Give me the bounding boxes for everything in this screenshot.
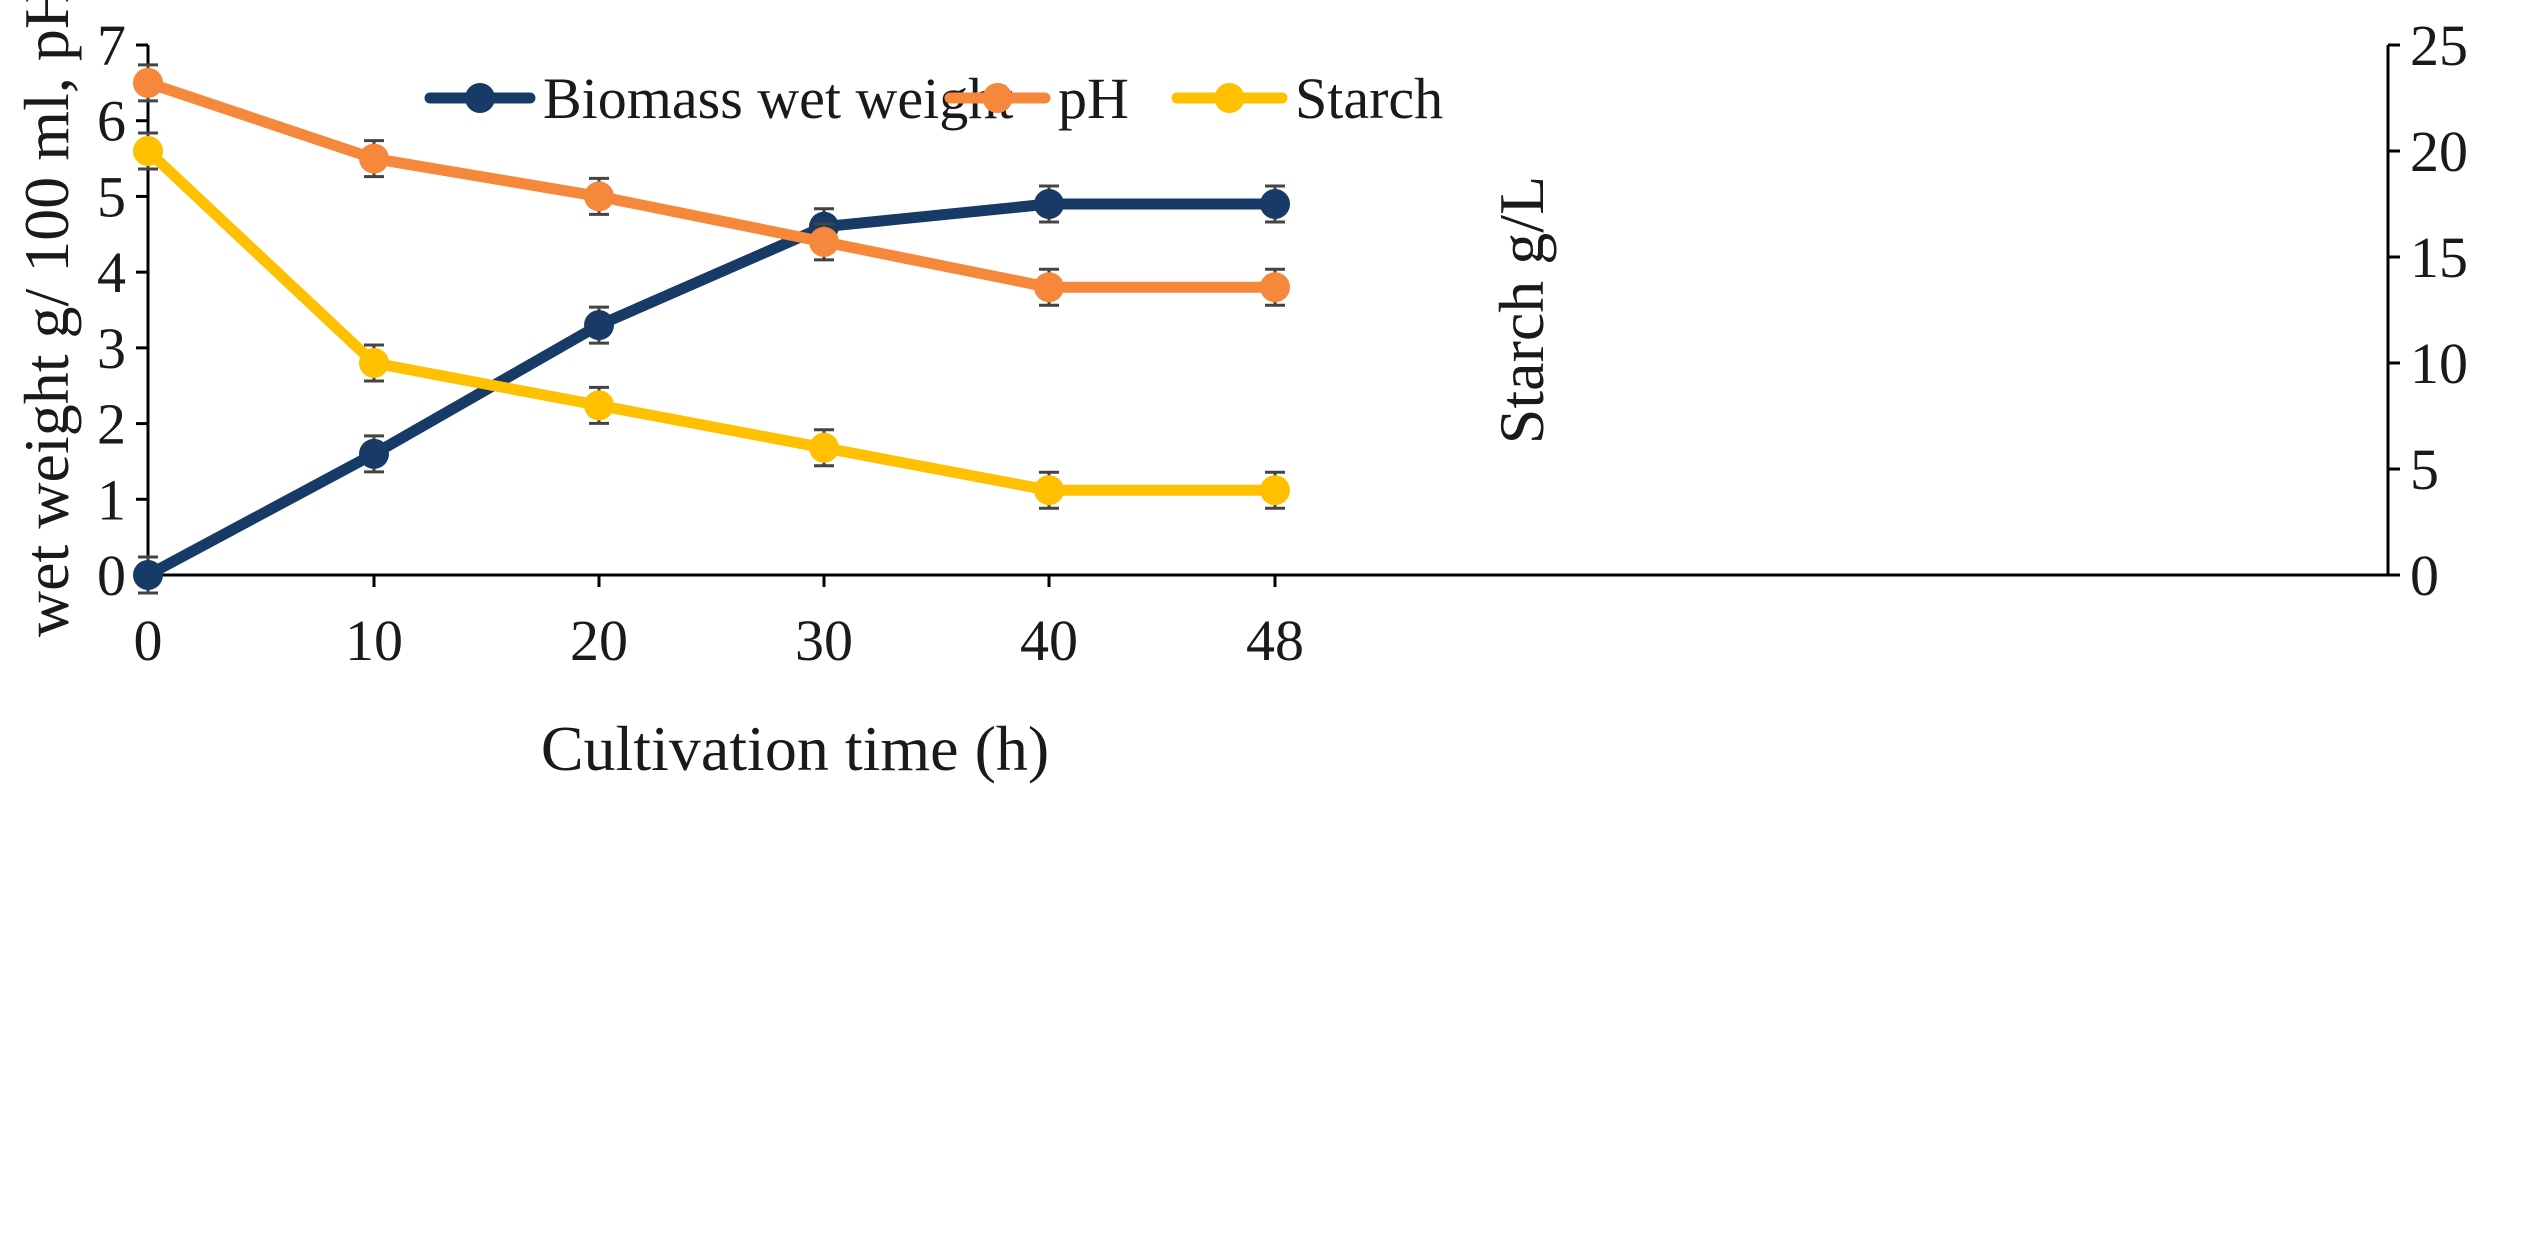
y-left-tick-label: 6: [97, 89, 126, 154]
data-point: [1034, 272, 1064, 303]
data-point: [133, 560, 163, 590]
x-tick-label: 20: [570, 608, 628, 673]
data-point: [359, 438, 389, 469]
series-layer: [133, 63, 1290, 595]
x-tick-label: 30: [795, 608, 853, 673]
data-point: [359, 348, 389, 378]
legend-label: pH: [1058, 66, 1129, 131]
data-point: [133, 67, 163, 98]
data-point: [584, 310, 614, 341]
x-tick-label: 0: [134, 608, 163, 673]
legend-marker: [1214, 83, 1245, 113]
data-point: [359, 143, 389, 174]
y-axis-left-title: wet weight g/ 100 ml, pH: [11, 0, 82, 637]
legend-item: Biomass wet weight: [424, 66, 1013, 131]
y-right-tick-label: 20: [2410, 119, 2468, 184]
legend-marker: [465, 83, 495, 113]
y-right-tick-label: 0: [2410, 543, 2439, 608]
series-line: [142, 77, 1281, 293]
y-left-tick-label: 4: [97, 240, 126, 305]
x-tick-label: 40: [1020, 608, 1078, 673]
series-line: [142, 198, 1281, 581]
legend-label: Starch: [1295, 66, 1443, 131]
x-axis-title: Cultivation time (h): [541, 713, 1049, 784]
legend-marker: [982, 83, 1013, 113]
legend: Biomass wet weight pH Starch: [424, 66, 1443, 131]
data-point: [809, 226, 839, 257]
data-point: [1260, 272, 1290, 303]
data-point: [1034, 475, 1064, 506]
y-right-tick-label: 5: [2410, 437, 2439, 502]
data-point: [1034, 189, 1064, 219]
legend-label: Biomass wet weight: [543, 66, 1013, 131]
y-left-tick-label: 0: [97, 543, 126, 608]
y-left-tick-label: 5: [97, 164, 126, 229]
data-point: [584, 390, 614, 421]
data-point: [1260, 189, 1290, 219]
y-left-tick-label: 2: [97, 392, 126, 457]
data-point: [1260, 475, 1290, 506]
x-tick-label: 48: [1246, 608, 1304, 673]
x-tick-label: 10: [345, 608, 403, 673]
data-point: [584, 181, 614, 212]
axes: 0 1 2 3 4 5 6 7 0 5 10 15 20 25 0 10 20 30 40 48: [97, 13, 2468, 673]
series-starch: [133, 131, 1290, 510]
y-left-tick-label: 1: [97, 467, 126, 532]
series-ph: [133, 63, 1290, 307]
series-biomass-wet-weight: [133, 184, 1290, 595]
y-right-tick-label: 15: [2410, 225, 2468, 290]
legend-item: Starch: [1171, 66, 1443, 131]
y-axis-right-title: Starch g/L: [1486, 176, 1557, 444]
y-left-tick-label: 7: [97, 13, 126, 78]
y-right-tick-label: 25: [2410, 13, 2468, 78]
series-line: [142, 145, 1281, 496]
legend-item: pH: [944, 66, 1129, 131]
data-point: [133, 136, 163, 166]
data-point: [809, 432, 839, 463]
y-right-tick-label: 10: [2410, 331, 2468, 396]
y-left-tick-label: 3: [97, 316, 126, 381]
